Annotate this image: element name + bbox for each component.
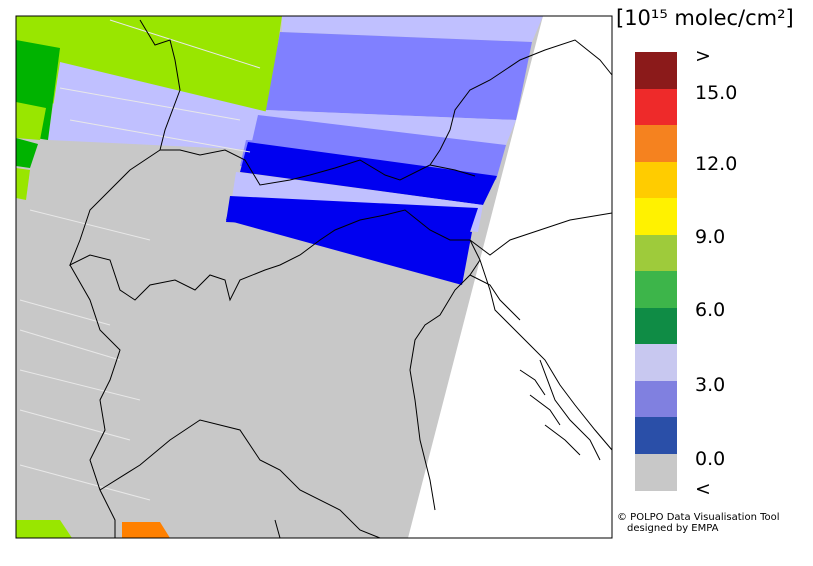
scan-lines [19, 19, 261, 501]
pixel-strips [16, 16, 543, 538]
country-borders [69, 19, 613, 539]
map-frame [15, 15, 613, 539]
